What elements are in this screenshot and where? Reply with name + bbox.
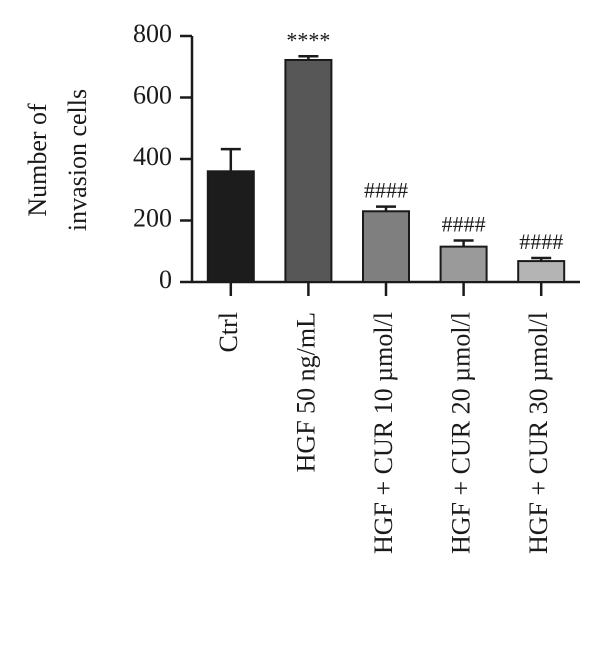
bar (517, 260, 566, 283)
bar (362, 210, 410, 283)
x-tick-label: Ctrl (214, 312, 243, 352)
y-tick-label: 200 (133, 203, 172, 232)
annotation: #### (519, 229, 563, 254)
x-tick-label: HGF 50 ng/mL (291, 312, 320, 472)
y-tick-label: 800 (133, 19, 172, 48)
y-axis-label: Number of (23, 103, 52, 217)
y-tick-label: 600 (133, 80, 172, 109)
bar (284, 58, 333, 283)
x-tick-label: HGF + CUR 10 µmol/l (369, 312, 398, 554)
y-tick-label: 0 (159, 265, 172, 294)
bar (206, 170, 255, 283)
annotation: #### (364, 178, 408, 203)
x-tick-label: HGF + CUR 30 µmol/l (524, 312, 553, 554)
y-tick-label: 400 (133, 142, 172, 171)
annotation: #### (442, 212, 486, 237)
y-axis-label: invasion cells (63, 89, 92, 231)
bar (439, 245, 488, 283)
x-tick-label: HGF + CUR 20 µmol/l (447, 312, 476, 554)
annotation: **** (286, 27, 330, 52)
